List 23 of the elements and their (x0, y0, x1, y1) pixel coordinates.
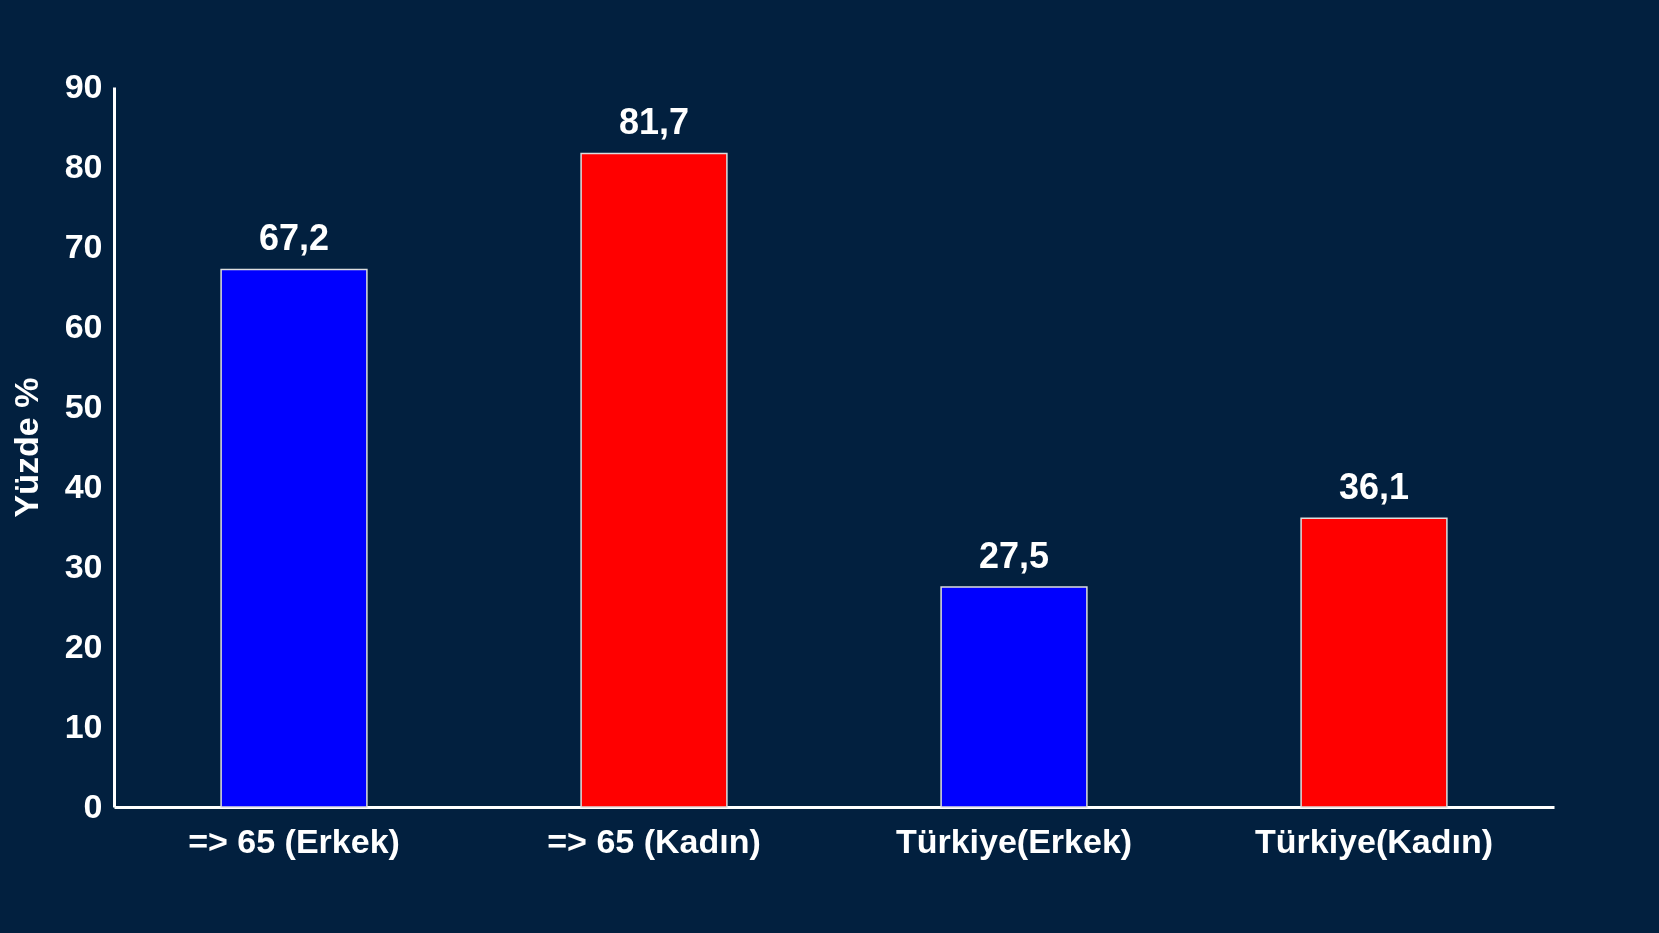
y-tick-label: 80 (64, 146, 103, 185)
x-tick-label: => 65 (Kadın) (547, 821, 761, 860)
y-tick-label: 10 (64, 706, 103, 745)
x-tick-label: => 65 (Erkek) (188, 821, 400, 860)
data-label: 27,5 (978, 535, 1050, 576)
y-tick-label: 70 (64, 226, 103, 265)
x-tick-label: Türkiye(Kadın) (1254, 821, 1494, 860)
bar (940, 586, 1088, 808)
bar (580, 152, 728, 808)
y-tick-label: 60 (64, 306, 103, 345)
y-tick-label: 20 (64, 626, 103, 665)
bar (1300, 517, 1448, 808)
bar (220, 268, 368, 808)
data-label: 67,2 (258, 217, 330, 259)
data-label: 81,7 (618, 101, 690, 143)
x-tick-label: Türkiye(Erkek) (895, 821, 1133, 860)
y-tick-label: 0 (83, 786, 103, 825)
y-axis-title: Yüzde % (6, 377, 45, 518)
y-tick-label: 40 (64, 466, 103, 505)
y-tick-label: 90 (64, 66, 103, 105)
y-tick-label: 30 (64, 546, 103, 585)
y-tick-label: 50 (64, 386, 103, 425)
data-label: 36,1 (1338, 466, 1410, 508)
